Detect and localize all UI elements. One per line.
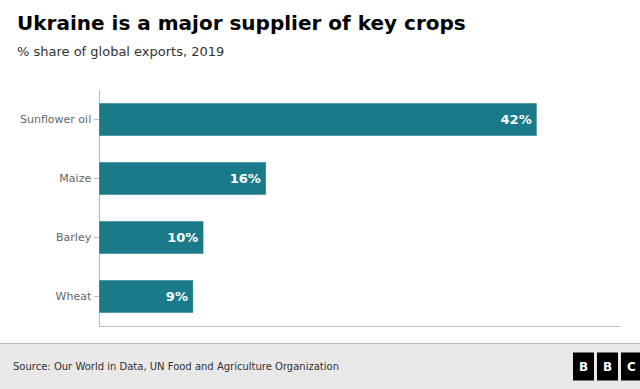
svg-text:10%: 10% bbox=[167, 230, 198, 245]
svg-text:42%: 42% bbox=[501, 112, 532, 127]
svg-text:9%: 9% bbox=[166, 289, 188, 304]
svg-text:Source: Our World in Data, UN: Source: Our World in Data, UN Food and A… bbox=[13, 361, 339, 372]
svg-text:Maize: Maize bbox=[59, 172, 91, 185]
svg-text:C: C bbox=[627, 360, 636, 374]
svg-text:B: B bbox=[603, 360, 612, 374]
svg-text:Sunflower oil: Sunflower oil bbox=[20, 113, 91, 126]
svg-text:Barley: Barley bbox=[56, 231, 92, 244]
svg-text:16%: 16% bbox=[230, 171, 261, 186]
svg-text:% share of global exports, 201: % share of global exports, 2019 bbox=[17, 44, 224, 59]
svg-text:Wheat: Wheat bbox=[56, 290, 92, 303]
svg-text:B: B bbox=[579, 360, 588, 374]
svg-text:Ukraine is a major supplier of: Ukraine is a major supplier of key crops bbox=[17, 11, 466, 35]
